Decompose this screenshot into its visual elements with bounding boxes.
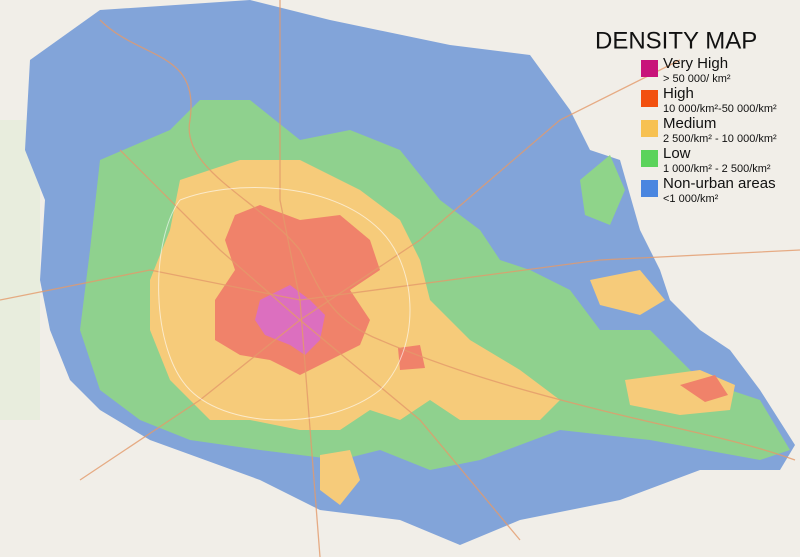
legend-label: High bbox=[663, 85, 694, 102]
road bbox=[0, 249, 800, 301]
legend-label: Very High bbox=[663, 55, 728, 72]
legend-description: 10 000/km²-50 000/km² bbox=[663, 103, 777, 115]
legend-swatch bbox=[641, 120, 658, 137]
legend-description: <1 000/km² bbox=[663, 193, 719, 205]
legend-description: 1 000/km² - 2 500/km² bbox=[663, 163, 771, 175]
legend: DENSITY MAP Very High> 50 000/ km²High10… bbox=[595, 27, 777, 205]
road bbox=[79, 59, 681, 481]
legend-title: DENSITY MAP bbox=[595, 27, 757, 54]
legend-swatch bbox=[641, 180, 658, 197]
river bbox=[99, 19, 796, 461]
legend-description: 2 500/km² - 10 000/km² bbox=[663, 133, 777, 145]
legend-label: Medium bbox=[663, 115, 716, 132]
legend-description: > 50 000/ km² bbox=[663, 73, 731, 85]
street bbox=[158, 187, 411, 421]
road bbox=[279, 0, 321, 557]
legend-swatch bbox=[641, 60, 658, 77]
zone-very-high bbox=[255, 285, 325, 355]
road bbox=[119, 149, 521, 541]
legend-label: Low bbox=[663, 145, 691, 162]
legend-swatch bbox=[641, 90, 658, 107]
legend-swatch bbox=[641, 150, 658, 167]
legend-label: Non-urban areas bbox=[663, 175, 776, 192]
zone-medium-east bbox=[320, 270, 735, 505]
zone-low-east bbox=[580, 155, 625, 225]
